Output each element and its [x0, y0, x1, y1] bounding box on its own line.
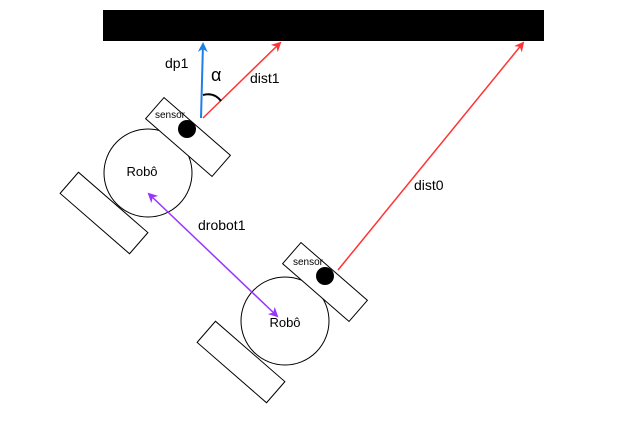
dp1-label: dp1 [165, 55, 189, 71]
robot-1-sensor-label: sensor [155, 110, 186, 121]
robot-2-wheel [196, 320, 286, 404]
robot-2-sensor-dot [316, 267, 334, 285]
alpha-angle-arc [202, 93, 222, 102]
wall [103, 10, 544, 41]
dist0-label: dist0 [414, 177, 444, 193]
robot-2-body-label: Robô [269, 315, 300, 330]
dp1-arrow [197, 42, 208, 119]
drobot1-label: drobot1 [198, 217, 246, 233]
robot-1-body-label: Robô [126, 164, 157, 179]
robot-2-sensor-label: sensor [293, 257, 324, 268]
robot-2: Robô sensor [196, 241, 369, 404]
alpha-label: α [211, 65, 221, 85]
dist1-arrow [202, 41, 282, 119]
dist0-arrow [337, 41, 525, 271]
dist1-label: dist1 [250, 70, 280, 86]
drobot1-arrow [147, 192, 279, 318]
robot-1-wheel [59, 171, 149, 255]
robot-1-sensor-dot [178, 120, 196, 138]
